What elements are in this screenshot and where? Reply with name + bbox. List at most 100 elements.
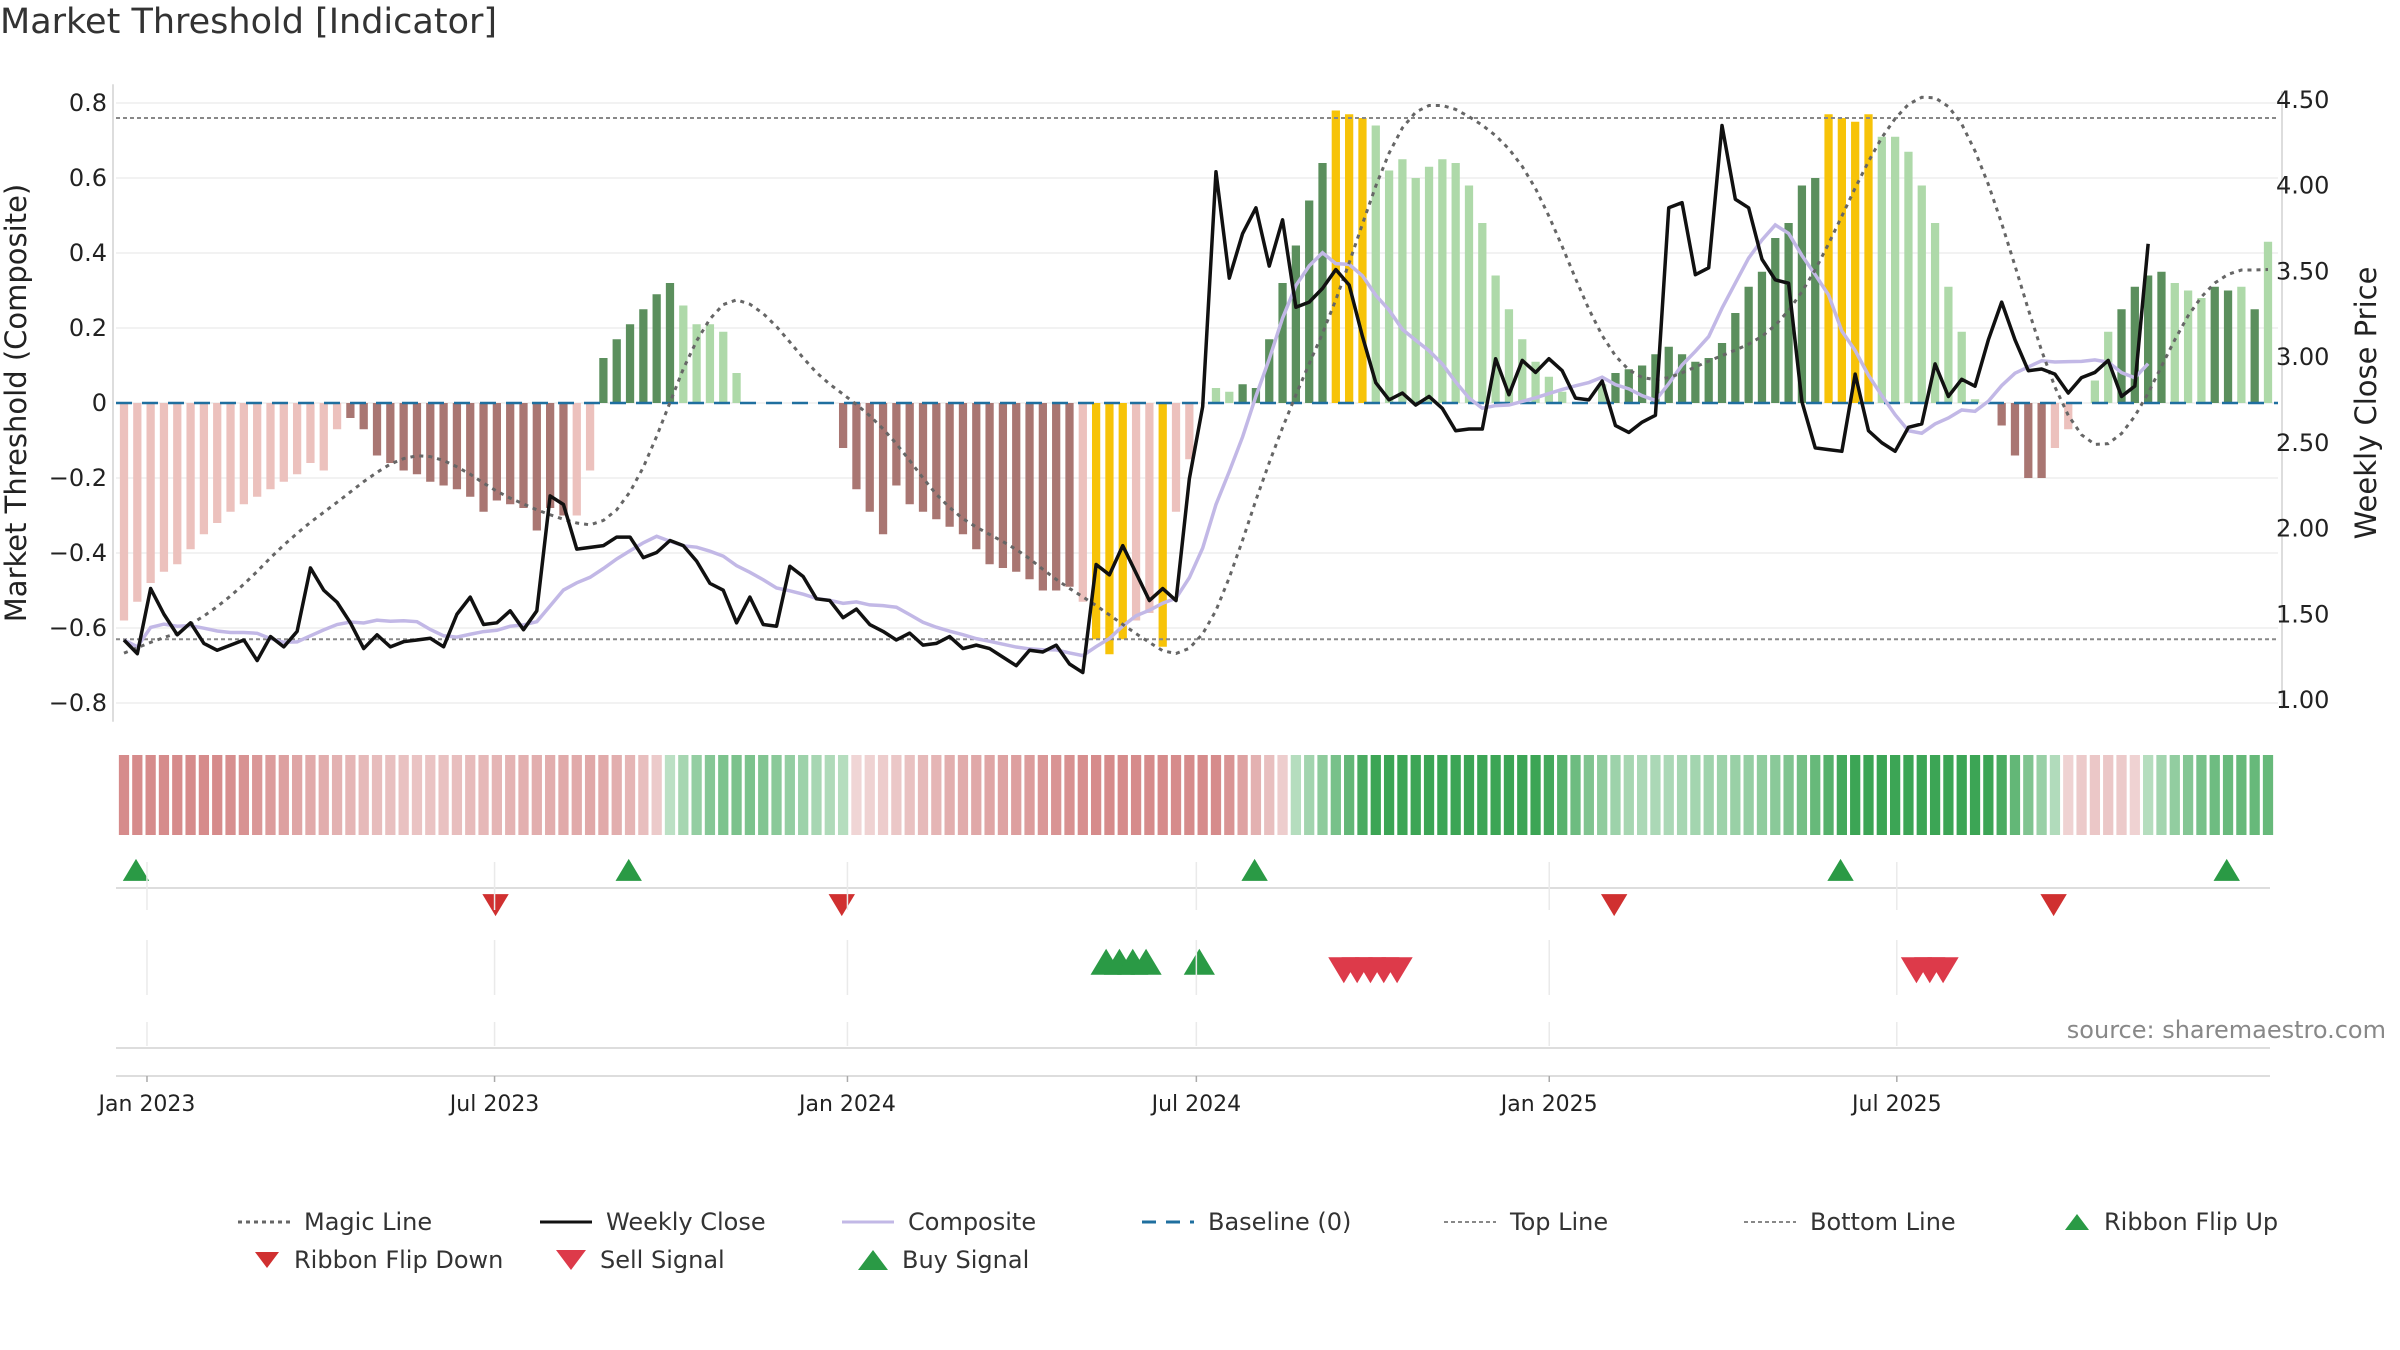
x-tick-label: Jul 2023 [448,1092,540,1117]
ribbon-cell [1410,755,1421,835]
y-tick-label: 0.2 [69,314,107,342]
composite-bar [1265,339,1274,403]
ribbon-cell [1184,755,1195,835]
ribbon-cell [2129,755,2140,835]
y-axis-title: Market Threshold (Composite) [0,184,33,622]
composite-bar [1757,271,1767,403]
ribbon-cell [1117,755,1128,835]
ribbon-cell [1423,755,1435,835]
ribbon-cell [1130,755,1142,835]
composite-bar [559,403,568,516]
ribbon-cell [1743,755,1754,835]
composite-bar [439,403,448,486]
ribbon-cell [811,755,822,835]
y2-tick-label: 3.00 [2276,343,2329,371]
ribbon-cell [1477,755,1488,835]
composite-bar [2010,403,2020,456]
ribbon-cell [2049,755,2061,835]
ribbon-cell [1983,755,1994,835]
legend-label: Sell Signal [600,1246,725,1274]
y-tick-label: 0.8 [69,89,107,117]
composite-bar [1944,286,1953,403]
composite-bar [466,403,475,497]
ribbon-cell [678,755,689,835]
composite-bar [625,324,635,403]
ribbon-cell [545,755,556,835]
composite-bar [1997,403,2006,426]
composite-bar [1371,125,1380,403]
composite-bar [852,403,861,490]
ribbon-cell [851,755,862,835]
composite-bar [2117,309,2126,403]
composite-bar [1145,403,1154,613]
legend-bottom-line: Bottom Line [1742,1208,1956,1236]
composite-bar [585,403,595,471]
ribbon-cell [1463,755,1475,835]
ribbon-cell [864,755,875,835]
composite-bar [1691,361,1700,403]
ribbon-cell [1770,755,1781,835]
composite-bar [1624,369,1633,403]
composite-bar [266,403,275,490]
ribbon-cell [758,755,769,835]
ribbon-cell [1690,755,1701,835]
ribbon-cell [345,755,356,835]
ribbon-cell [691,755,702,835]
composite-bar [1451,163,1460,403]
ribbon-cell [624,755,636,835]
ribbon-cell [651,755,662,835]
composite-bar [292,403,302,475]
y-tick-label: 0.4 [69,239,107,267]
ribbon-cell [1597,755,1608,835]
composite-bar [1291,245,1301,403]
composite-bar [2144,275,2153,403]
ribbon-cell [1663,755,1674,835]
ribbon-cell [2196,755,2207,835]
composite-bar [359,403,368,430]
ribbon-cell [225,755,236,835]
ribbon-cell [505,755,516,835]
composite-bar [1970,399,1980,403]
composite-bar [1598,384,1607,403]
y-tick-label: −0.2 [49,464,107,492]
composite-bar [426,403,435,482]
ribbon-cell [1330,755,1341,835]
sell-signal-marker [1381,957,1413,984]
triangle-down-icon [556,1250,586,1270]
ribbon-cell [425,755,436,835]
ribbon-cell [465,755,476,835]
ribbon-cell [798,755,809,835]
y-tick-label: −0.6 [49,614,107,642]
ribbon-flip-down-marker [1600,894,1628,917]
ribbon-cell [1077,755,1088,835]
ribbon-cell [491,755,502,835]
ribbon-cell [1530,755,1541,835]
ribbon-cell [1916,755,1927,835]
composite-bar [519,403,528,508]
ribbon-cell [1357,755,1368,835]
composite-bar [2197,298,2206,403]
composite-bar [2104,331,2113,403]
ribbon-cell [638,755,649,835]
composite-bar [932,403,941,520]
buy-signal-marker [1183,948,1215,975]
composite-bar [1345,114,1354,403]
composite-bar [306,403,315,463]
composite-bar [399,403,408,471]
ribbon-cell [1810,755,1821,835]
ribbon-cell [1543,755,1555,835]
ribbon-flip-up-marker [615,858,642,881]
composite-bar [998,403,1008,568]
ribbon-cell [571,755,582,835]
composite-bar [1052,403,1061,591]
y2-tick-label: 1.50 [2276,600,2329,628]
dotted-line-icon [1444,1221,1496,1223]
legend-top-line: Top Line [1442,1208,1608,1236]
composite-bar [2250,309,2259,403]
ribbon-cell [2262,755,2274,835]
ribbon-cell [1969,755,1981,835]
ribbon-cell [212,755,223,835]
composite-bar [1677,354,1687,403]
ribbon-cell [1703,755,1714,835]
ribbon-cell [1157,755,1168,835]
